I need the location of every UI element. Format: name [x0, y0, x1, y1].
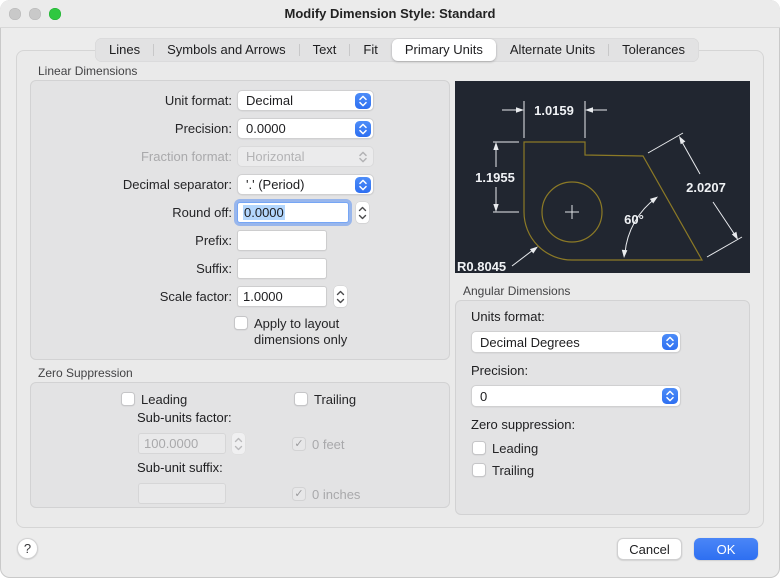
preview-dimension-texts: 1.0159 1.1955 2.0207 60° R0.8045 [457, 103, 732, 273]
traffic-lights [9, 8, 61, 20]
tab-separator [349, 44, 351, 56]
scale-factor-label: Scale factor: [159, 289, 232, 304]
sub-unit-suffix-label: Sub-unit suffix: [137, 460, 223, 475]
suffix-label: Suffix: [196, 261, 232, 276]
tab-primary-units[interactable]: Primary Units [391, 39, 496, 61]
angular-precision-label: Precision: [471, 363, 529, 378]
prefix-field[interactable] [237, 230, 327, 251]
zero-suppression-title: Zero Suppression [38, 366, 133, 380]
zero-feet-checkbox: ✓ [292, 437, 306, 451]
scale-factor-stepper[interactable] [334, 286, 347, 307]
angular-dimensions-title: Angular Dimensions [463, 284, 571, 298]
angular-units-format-popup[interactable]: Decimal Degrees [471, 331, 681, 353]
dim-radius-text: R0.8045 [457, 259, 506, 273]
dim-left-text: 1.1955 [475, 170, 515, 185]
preview-shape [523, 141, 704, 261]
tab-separator [153, 44, 155, 56]
tab-fit[interactable]: Fit [363, 42, 378, 57]
close-window-button [9, 8, 21, 20]
angular-trailing-checkbox[interactable] [472, 463, 486, 477]
tab-symbols-and-arrows[interactable]: Symbols and Arrows [167, 42, 286, 57]
linear-dimensions-group: Unit format: Decimal Precision: 0.0000 F… [30, 80, 450, 360]
sub-units-factor-label: Sub-units factor: [137, 410, 232, 425]
preview-arrowheads [493, 107, 738, 258]
decimal-separator-label: Decimal separator: [122, 177, 232, 192]
angular-leading-label: Leading [492, 440, 539, 456]
angular-precision-popup[interactable]: 0 [471, 385, 681, 407]
dim-top-text: 1.0159 [534, 103, 574, 118]
dim-angle-text: 60° [624, 212, 644, 227]
tab-separator [608, 44, 610, 56]
zero-inches-label: 0 inches [312, 486, 361, 502]
minimize-window-button [29, 8, 41, 20]
popup-chevrons-icon [355, 176, 371, 193]
linear-dimensions-title: Linear Dimensions [38, 64, 138, 78]
zero-inches-checkbox: ✓ [292, 487, 306, 501]
suffix-field[interactable] [237, 258, 327, 279]
title-bar: Modify Dimension Style: Standard [0, 0, 780, 28]
units-format-label: Units format: [471, 309, 545, 324]
scale-factor-field[interactable]: 1.0000 [237, 286, 327, 307]
tab-bar: Lines Symbols and Arrows Text Fit Primar… [95, 38, 700, 62]
zero-suppression-group: Leading Trailing Sub-units factor: 100.0… [30, 382, 450, 508]
angular-leading-checkbox[interactable] [472, 441, 486, 455]
cancel-button[interactable]: Cancel [617, 538, 682, 560]
leading-label: Leading [141, 391, 188, 407]
zero-feet-label: 0 feet [312, 436, 345, 452]
tab-text[interactable]: Text [312, 42, 337, 57]
tab-lines[interactable]: Lines [109, 42, 141, 57]
trailing-checkbox[interactable] [294, 392, 308, 406]
angular-zero-suppression-label: Zero suppression: [471, 417, 576, 432]
ok-button[interactable]: OK [694, 538, 758, 560]
unit-format-label: Unit format: [164, 93, 232, 108]
round-off-field[interactable]: 0.0000 [237, 202, 349, 223]
popup-chevrons-icon [355, 92, 371, 109]
angular-dimensions-group: Units format: Decimal Degrees Precision:… [455, 300, 750, 515]
tab-alternate-units[interactable]: Alternate Units [509, 42, 596, 57]
popup-chevrons-icon [355, 120, 371, 137]
dim-diagonal-text: 2.0207 [686, 180, 726, 195]
prefix-label: Prefix: [195, 233, 232, 248]
sub-units-factor-stepper [232, 433, 245, 454]
popup-chevrons-icon [355, 149, 371, 165]
tab-separator [298, 44, 300, 56]
window-title: Modify Dimension Style: Standard [284, 6, 496, 21]
apply-layout-checkbox[interactable] [234, 316, 248, 330]
apply-layout-label: Apply to layout dimensions only [254, 316, 348, 347]
decimal-separator-popup[interactable]: '.' (Period) [237, 174, 374, 195]
zoom-window-button[interactable] [49, 8, 61, 20]
help-button[interactable]: ? [17, 538, 38, 559]
popup-chevrons-icon [662, 388, 678, 404]
round-off-label: Round off: [172, 205, 232, 220]
round-off-stepper[interactable] [356, 202, 369, 223]
unit-format-popup[interactable]: Decimal [237, 90, 374, 111]
center-mark-icon [565, 205, 579, 219]
tab-tolerances[interactable]: Tolerances [622, 42, 686, 57]
dimension-style-preview: 1.0159 1.1955 2.0207 60° R0.8045 [455, 81, 750, 273]
fraction-format-popup: Horizontal [237, 146, 374, 167]
trailing-label: Trailing [314, 391, 357, 407]
fraction-format-label: Fraction format: [140, 149, 232, 164]
precision-label: Precision: [174, 121, 232, 136]
popup-chevrons-icon [662, 334, 678, 350]
sub-unit-suffix-field [138, 483, 226, 504]
preview-dimension-lines [493, 101, 743, 267]
leading-checkbox[interactable] [121, 392, 135, 406]
sub-units-factor-field: 100.0000 [138, 433, 226, 454]
precision-popup[interactable]: 0.0000 [237, 118, 374, 139]
angular-trailing-label: Trailing [492, 462, 535, 478]
question-mark-icon: ? [23, 541, 32, 556]
